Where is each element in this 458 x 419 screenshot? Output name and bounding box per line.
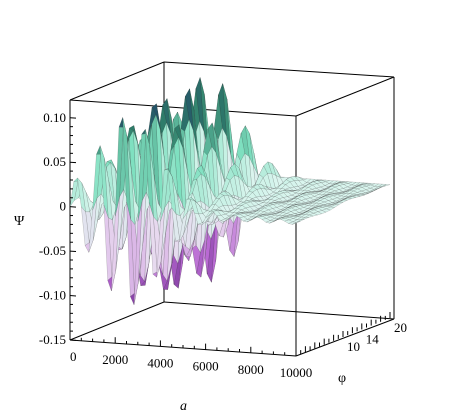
z-axis-title: Ψ	[14, 214, 25, 229]
x-tick-label: 10000	[280, 365, 313, 380]
box-edge	[69, 99, 297, 117]
phi-tick-label: 14	[366, 331, 380, 346]
y-axis-title: φ	[338, 371, 346, 386]
x-tick-label: 4000	[147, 355, 173, 370]
phi-tick-label: 20	[394, 320, 407, 335]
surface-mesh	[69, 77, 391, 306]
z-tick-label: 0	[60, 199, 67, 214]
surface-patch	[292, 221, 301, 225]
z-axis: 0.10 0.05 0 -0.05 -0.10 -0.15	[39, 110, 77, 347]
z-tick-label: -0.15	[39, 332, 66, 347]
x-axis-title: a	[180, 399, 187, 414]
x-tick-label: 2000	[102, 352, 128, 367]
box-edge	[69, 301, 165, 341]
z-tick-label: -0.05	[39, 243, 66, 258]
box-edge	[295, 76, 395, 117]
z-tick-label: 0.10	[43, 110, 66, 125]
phi-tick-label: 10	[347, 339, 360, 354]
box-edge	[163, 61, 395, 78]
x-tick-label: 0	[70, 349, 77, 364]
z-tick-label: -0.10	[39, 288, 66, 303]
x-tick-label: 8000	[238, 362, 264, 377]
z-tick-label: 0.05	[43, 154, 66, 169]
y-axis: 10 14 20	[295, 312, 407, 356]
x-tick-label: 6000	[193, 359, 219, 374]
box-edge	[163, 301, 395, 320]
x-axis: 0 2000 4000 6000 8000 10000	[69, 334, 313, 380]
box-edge	[295, 318, 395, 357]
box-edge	[69, 61, 165, 101]
